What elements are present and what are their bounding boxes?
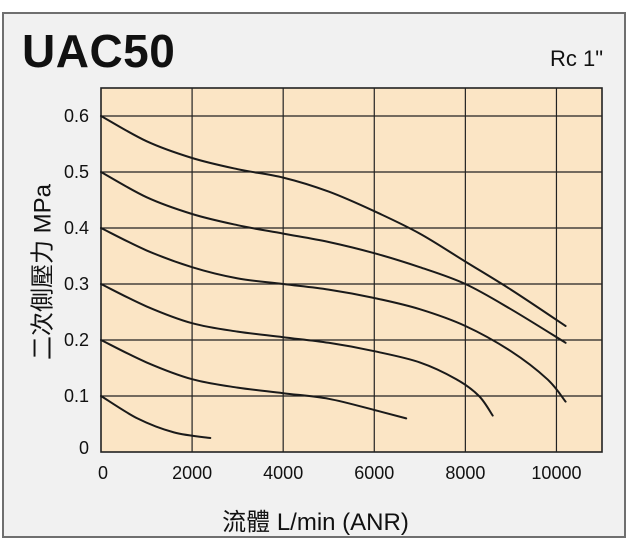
pressure-curve-4 — [100, 227, 567, 403]
x-tick-label: 8000 — [445, 463, 485, 483]
y-tick-label: 0.4 — [64, 218, 89, 238]
grid-lines — [101, 88, 602, 452]
y-tick-label: 0.2 — [64, 330, 89, 350]
pressure-curve-1 — [100, 395, 212, 439]
x-axis-label: 流體 L/min (ANR) — [222, 509, 409, 536]
pressure-curve-3 — [100, 283, 494, 417]
x-tick-label: 6000 — [354, 463, 394, 483]
y-tick-label: 0.3 — [64, 274, 89, 294]
y-axis-label: 二次側壓力 MPa — [29, 183, 57, 361]
x-tick-label: 2000 — [172, 463, 212, 483]
plot-area — [100, 87, 603, 453]
y-tick-label: 0.5 — [64, 162, 89, 182]
port-size-label: Rc 1" — [549, 46, 603, 71]
x-tick-label: 4000 — [263, 463, 303, 483]
tick-labels: 0 2000 4000 6000 8000 10000 0 0.1 0.2 0.3 0.4 0.5 0.… — [64, 106, 582, 483]
pressure-curve-6 — [100, 115, 567, 327]
y-tick-label: 0.6 — [64, 106, 89, 126]
y-tick-label: 0 — [79, 438, 89, 458]
pressure-curves — [100, 115, 567, 439]
x-tick-label: 0 — [98, 463, 108, 483]
y-tick-label: 0.1 — [64, 386, 89, 406]
pressure-curve-2 — [100, 339, 408, 420]
x-tick-label: 10000 — [531, 463, 581, 483]
chart-title: UAC50 — [22, 25, 176, 77]
pressure-curve-5 — [100, 171, 567, 344]
